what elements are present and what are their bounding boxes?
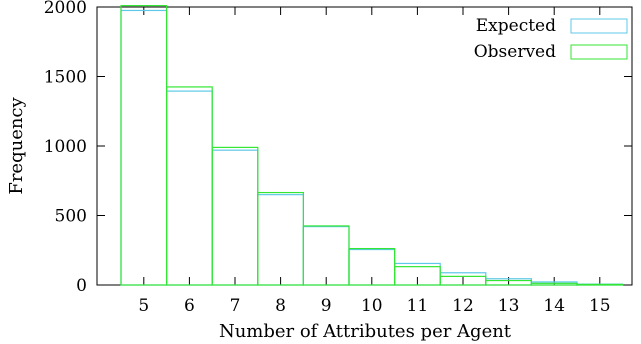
bar-expected xyxy=(257,194,304,286)
legend-swatch-expected xyxy=(570,18,628,34)
y-tick-label: 2000 xyxy=(44,0,87,18)
x-tick-label: 10 xyxy=(361,296,383,316)
x-tick-label: 7 xyxy=(230,296,241,316)
bar-expected xyxy=(302,226,350,286)
bar-observed xyxy=(166,86,213,286)
x-axis-label: Number of Attributes per Agent xyxy=(219,321,512,342)
bar-observed xyxy=(120,5,168,286)
y-tick-label: 0 xyxy=(76,276,87,296)
x-axis: 5 6 7 8 9 10 11 12 13 14 15 xyxy=(138,7,611,316)
x-tick-label: 5 xyxy=(138,296,149,316)
x-tick-label: 9 xyxy=(321,296,332,316)
bar-observed xyxy=(211,146,259,286)
legend: Expected Observed xyxy=(474,16,628,62)
bar-observed xyxy=(302,225,350,286)
y-tick-label: 500 xyxy=(55,207,87,227)
x-tick-label: 11 xyxy=(407,296,429,316)
x-tick-label: 8 xyxy=(275,296,286,316)
bar-observed xyxy=(576,283,624,286)
x-tick-label: 15 xyxy=(589,296,611,316)
x-tick-label: 14 xyxy=(543,296,565,316)
bar-expected xyxy=(211,149,259,286)
bar-expected xyxy=(120,9,168,286)
bar-observed xyxy=(257,191,304,286)
y-axis: 0 500 1000 1500 2000 xyxy=(44,0,632,296)
x-tick-label: 6 xyxy=(184,296,195,316)
y-axis-label: Frequency xyxy=(6,96,27,194)
series-observed xyxy=(120,5,624,286)
legend-swatch-observed xyxy=(570,44,628,60)
x-tick-label: 13 xyxy=(498,296,520,316)
y-tick-label: 1000 xyxy=(44,137,87,157)
y-tick-label: 1500 xyxy=(44,68,87,88)
bar-expected xyxy=(166,90,213,286)
x-tick-label: 12 xyxy=(452,296,474,316)
legend-label-observed: Observed xyxy=(474,42,556,62)
legend-label-expected: Expected xyxy=(476,16,556,36)
